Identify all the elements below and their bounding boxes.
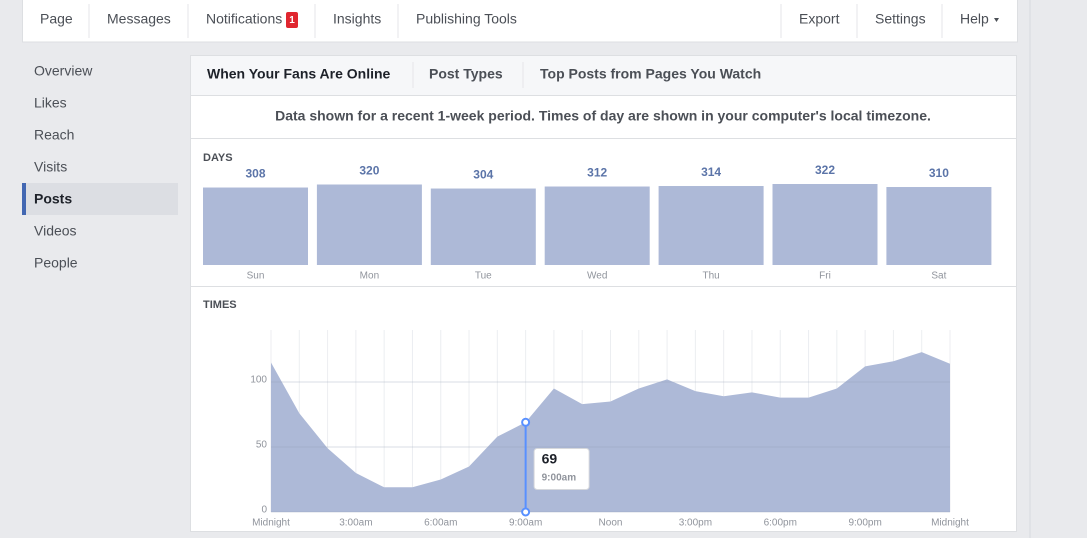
notice: Data shown for a recent 1-week period. T… — [275, 108, 931, 124]
day-label: Thu — [702, 271, 719, 282]
sidebar-item[interactable]: Visits — [34, 159, 67, 175]
sidebar-item[interactable]: Overview — [34, 63, 93, 79]
nav-separators — [88, 4, 943, 38]
tab[interactable]: When Your Fans Are Online — [207, 66, 391, 82]
x-tick-label: 9:00pm — [848, 518, 881, 529]
dropdown-arrow — [994, 18, 999, 22]
nav-bar — [22, 0, 1018, 43]
notification-count: 1 — [289, 15, 295, 26]
x-tick-label: Midnight — [931, 518, 969, 529]
tab[interactable]: Top Posts from Pages You Watch — [540, 66, 761, 82]
day-label: Wed — [587, 271, 607, 282]
bar — [544, 186, 650, 265]
nav-export[interactable]: Export — [799, 11, 840, 27]
section-title: TIMES — [203, 299, 237, 311]
x-tick-label: 6:00am — [424, 518, 457, 529]
bar — [430, 188, 536, 265]
value-label: 314 — [701, 165, 721, 179]
days-chart: 308 Sun 320 Mon 304 Tue 312 Wed 314 Thu 322 Fri 310 S… — [203, 163, 992, 282]
bar — [886, 187, 992, 265]
x-tick-label: Noon — [599, 518, 623, 529]
tooltip-label: 9:00am — [542, 473, 577, 484]
day-label: Sat — [931, 271, 946, 282]
sidebar-active-marker — [22, 183, 26, 215]
sidebar-item[interactable]: People — [34, 255, 78, 271]
nav-insights[interactable]: Insights — [333, 11, 381, 27]
x-tick-label: 9:00am — [509, 518, 542, 529]
tooltip-value: 69 — [542, 451, 558, 467]
y-tick-label: 0 — [261, 505, 267, 516]
tab-bar — [191, 56, 1016, 95]
day-label: Tue — [475, 271, 492, 282]
x-tick-label: Midnight — [252, 518, 290, 529]
x-tick-label: 3:00pm — [679, 518, 712, 529]
nav-help[interactable]: Help — [960, 11, 989, 27]
y-tick-label: 100 — [250, 375, 267, 386]
nav-messages[interactable]: Messages — [107, 11, 171, 27]
bar — [772, 184, 878, 265]
bar — [203, 187, 308, 265]
day-label: Mon — [360, 271, 379, 282]
nav-notifications[interactable]: Notifications — [206, 11, 282, 27]
tooltip-box — [533, 448, 590, 490]
tooltip-point — [521, 417, 531, 427]
tab[interactable]: Post Types — [429, 66, 503, 82]
tooltip-point — [521, 507, 531, 517]
day-label: Fri — [819, 271, 831, 282]
sidebar-active-bg — [22, 183, 178, 215]
notification-badge — [286, 12, 298, 28]
tooltip: 69 9:00am — [521, 417, 590, 517]
section-title: DAYS — [203, 152, 233, 164]
value-label: 304 — [473, 168, 493, 182]
nav-publishing-tools[interactable]: Publishing Tools — [416, 11, 517, 27]
bar — [316, 184, 422, 265]
bar — [658, 186, 764, 265]
times-chart: 0 50 100 Midnight 3:00am 6:00am 9:00am Noon 3:00… — [250, 330, 969, 529]
y-tick-label: 50 — [256, 440, 268, 451]
sidebar-item[interactable]: Reach — [34, 127, 74, 143]
day-label: Sun — [247, 271, 265, 282]
value-label: 322 — [815, 163, 835, 177]
nav-settings[interactable]: Settings — [875, 11, 926, 27]
x-tick-label: 6:00pm — [764, 518, 797, 529]
value-label: 308 — [245, 167, 265, 181]
sidebar-item[interactable]: Videos — [34, 223, 77, 239]
value-label: 312 — [587, 166, 607, 180]
sidebar-item[interactable]: Posts — [34, 191, 72, 207]
value-label: 310 — [929, 166, 949, 180]
nav-page[interactable]: Page — [40, 11, 73, 27]
x-tick-label: 3:00am — [339, 518, 372, 529]
area — [271, 352, 950, 512]
value-label: 320 — [359, 164, 379, 178]
sidebar-item[interactable]: Likes — [34, 95, 67, 111]
